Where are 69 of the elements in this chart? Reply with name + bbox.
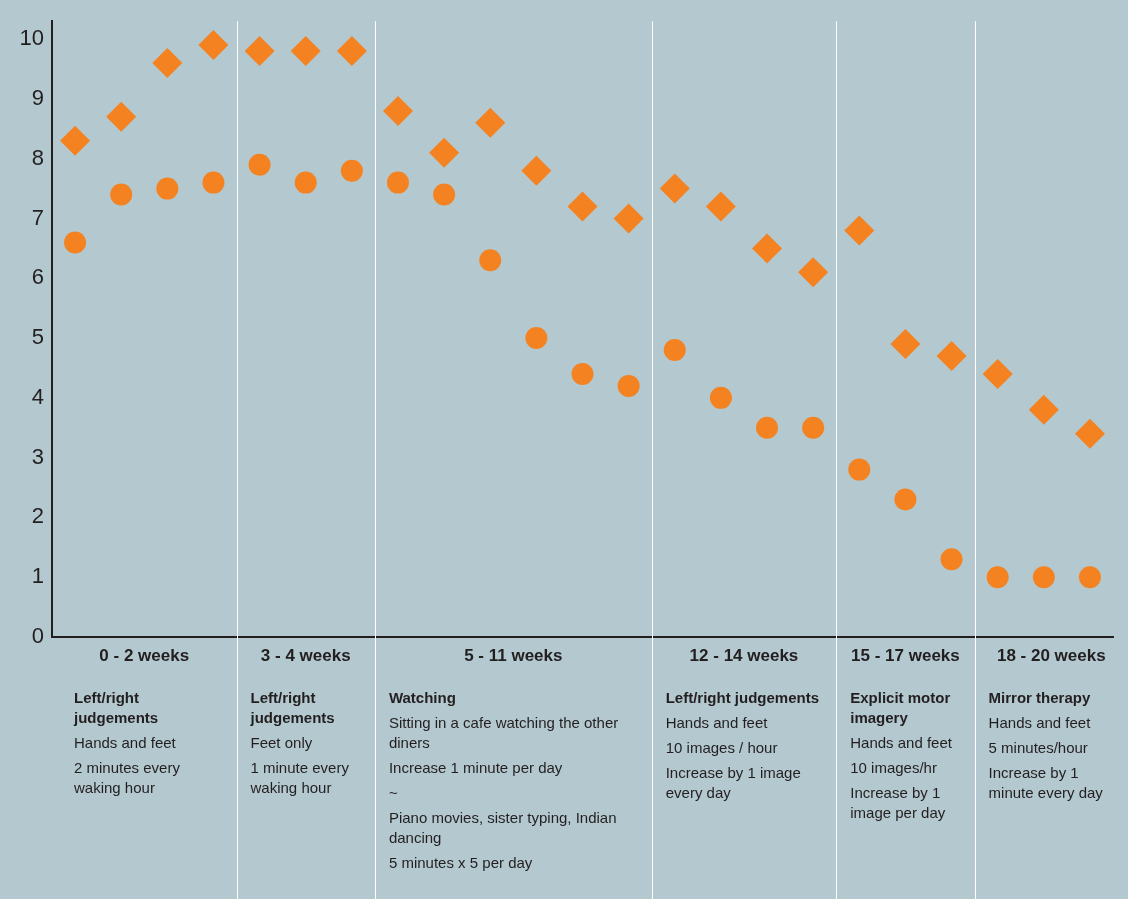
text: Mirror therapy Hands and feet 5 minutes/hour Increase by 1 minute every day (988, 689, 1104, 801)
y-tick-label: 7 (31, 204, 44, 230)
point (110, 183, 133, 206)
point (290, 36, 321, 67)
point (986, 566, 1009, 589)
text: Left/right judgements Hands and feet 10 images / hour Increase by 1 image every day (665, 689, 820, 801)
point (705, 191, 736, 222)
point (429, 137, 460, 168)
text: 3 - 4 weeks (260, 646, 351, 665)
text: 18 - 20 weeks (996, 646, 1106, 665)
point (936, 341, 967, 371)
point (1032, 566, 1055, 589)
y-tick-label: 9 (31, 84, 44, 110)
point (894, 488, 917, 511)
point (521, 155, 552, 186)
text: Left/right judgements Feet only 1 minute every waking hour (249, 689, 350, 796)
text: Watching Sitting in a cafe watching the other diners Increase 1 minute per day ~ Piano movies, sister typing, Indian dancing 5 minutes x 5 per day (388, 689, 619, 871)
point (802, 416, 825, 439)
y-tick-label: 1 (31, 563, 44, 589)
y-tick-label: 8 (31, 144, 44, 170)
point (613, 203, 644, 234)
point (198, 30, 229, 61)
point (152, 48, 183, 79)
text: 0 - 2 weeks (99, 646, 190, 665)
point (382, 95, 413, 126)
y-tick-label: 6 (31, 264, 44, 290)
point (844, 215, 875, 246)
point (659, 173, 690, 204)
point (106, 101, 137, 132)
point (525, 327, 548, 350)
text: Explicit motor imagery Hands and feet 10 images/hr Increase by 1 image per day (850, 689, 953, 821)
point (433, 183, 456, 206)
point (475, 107, 506, 138)
point (248, 153, 271, 176)
point (1074, 418, 1105, 449)
point (756, 416, 779, 439)
point (294, 171, 317, 194)
point (663, 339, 686, 362)
y-tick-label: 0 (31, 623, 44, 649)
point (798, 257, 829, 288)
y-tick-label: 2 (31, 503, 44, 529)
point (479, 249, 502, 272)
y-tick-label: 5 (31, 324, 44, 350)
point (60, 125, 91, 156)
point (890, 329, 921, 360)
point (64, 231, 87, 254)
point (752, 233, 783, 264)
y-tick-label: 4 (31, 383, 44, 409)
point (1078, 566, 1101, 589)
point (386, 171, 409, 194)
text: Left/right judgements Hands and feet 2 minutes every waking hour (73, 689, 181, 796)
point (202, 171, 225, 194)
point (567, 191, 598, 222)
point (1028, 394, 1059, 425)
point (571, 362, 594, 385)
point (848, 458, 871, 481)
point (709, 386, 732, 409)
point (940, 548, 963, 571)
text: 12 - 14 weeks (689, 646, 799, 665)
point (340, 159, 363, 182)
point (156, 177, 179, 200)
point (244, 36, 275, 67)
y-tick-label: 3 (31, 443, 44, 469)
point (982, 358, 1013, 389)
point (336, 36, 367, 67)
point (617, 374, 640, 397)
y-tick-label: 10 (19, 25, 44, 51)
text: 15 - 17 weeks (851, 646, 960, 665)
text: 5 - 11 weeks (464, 646, 563, 665)
